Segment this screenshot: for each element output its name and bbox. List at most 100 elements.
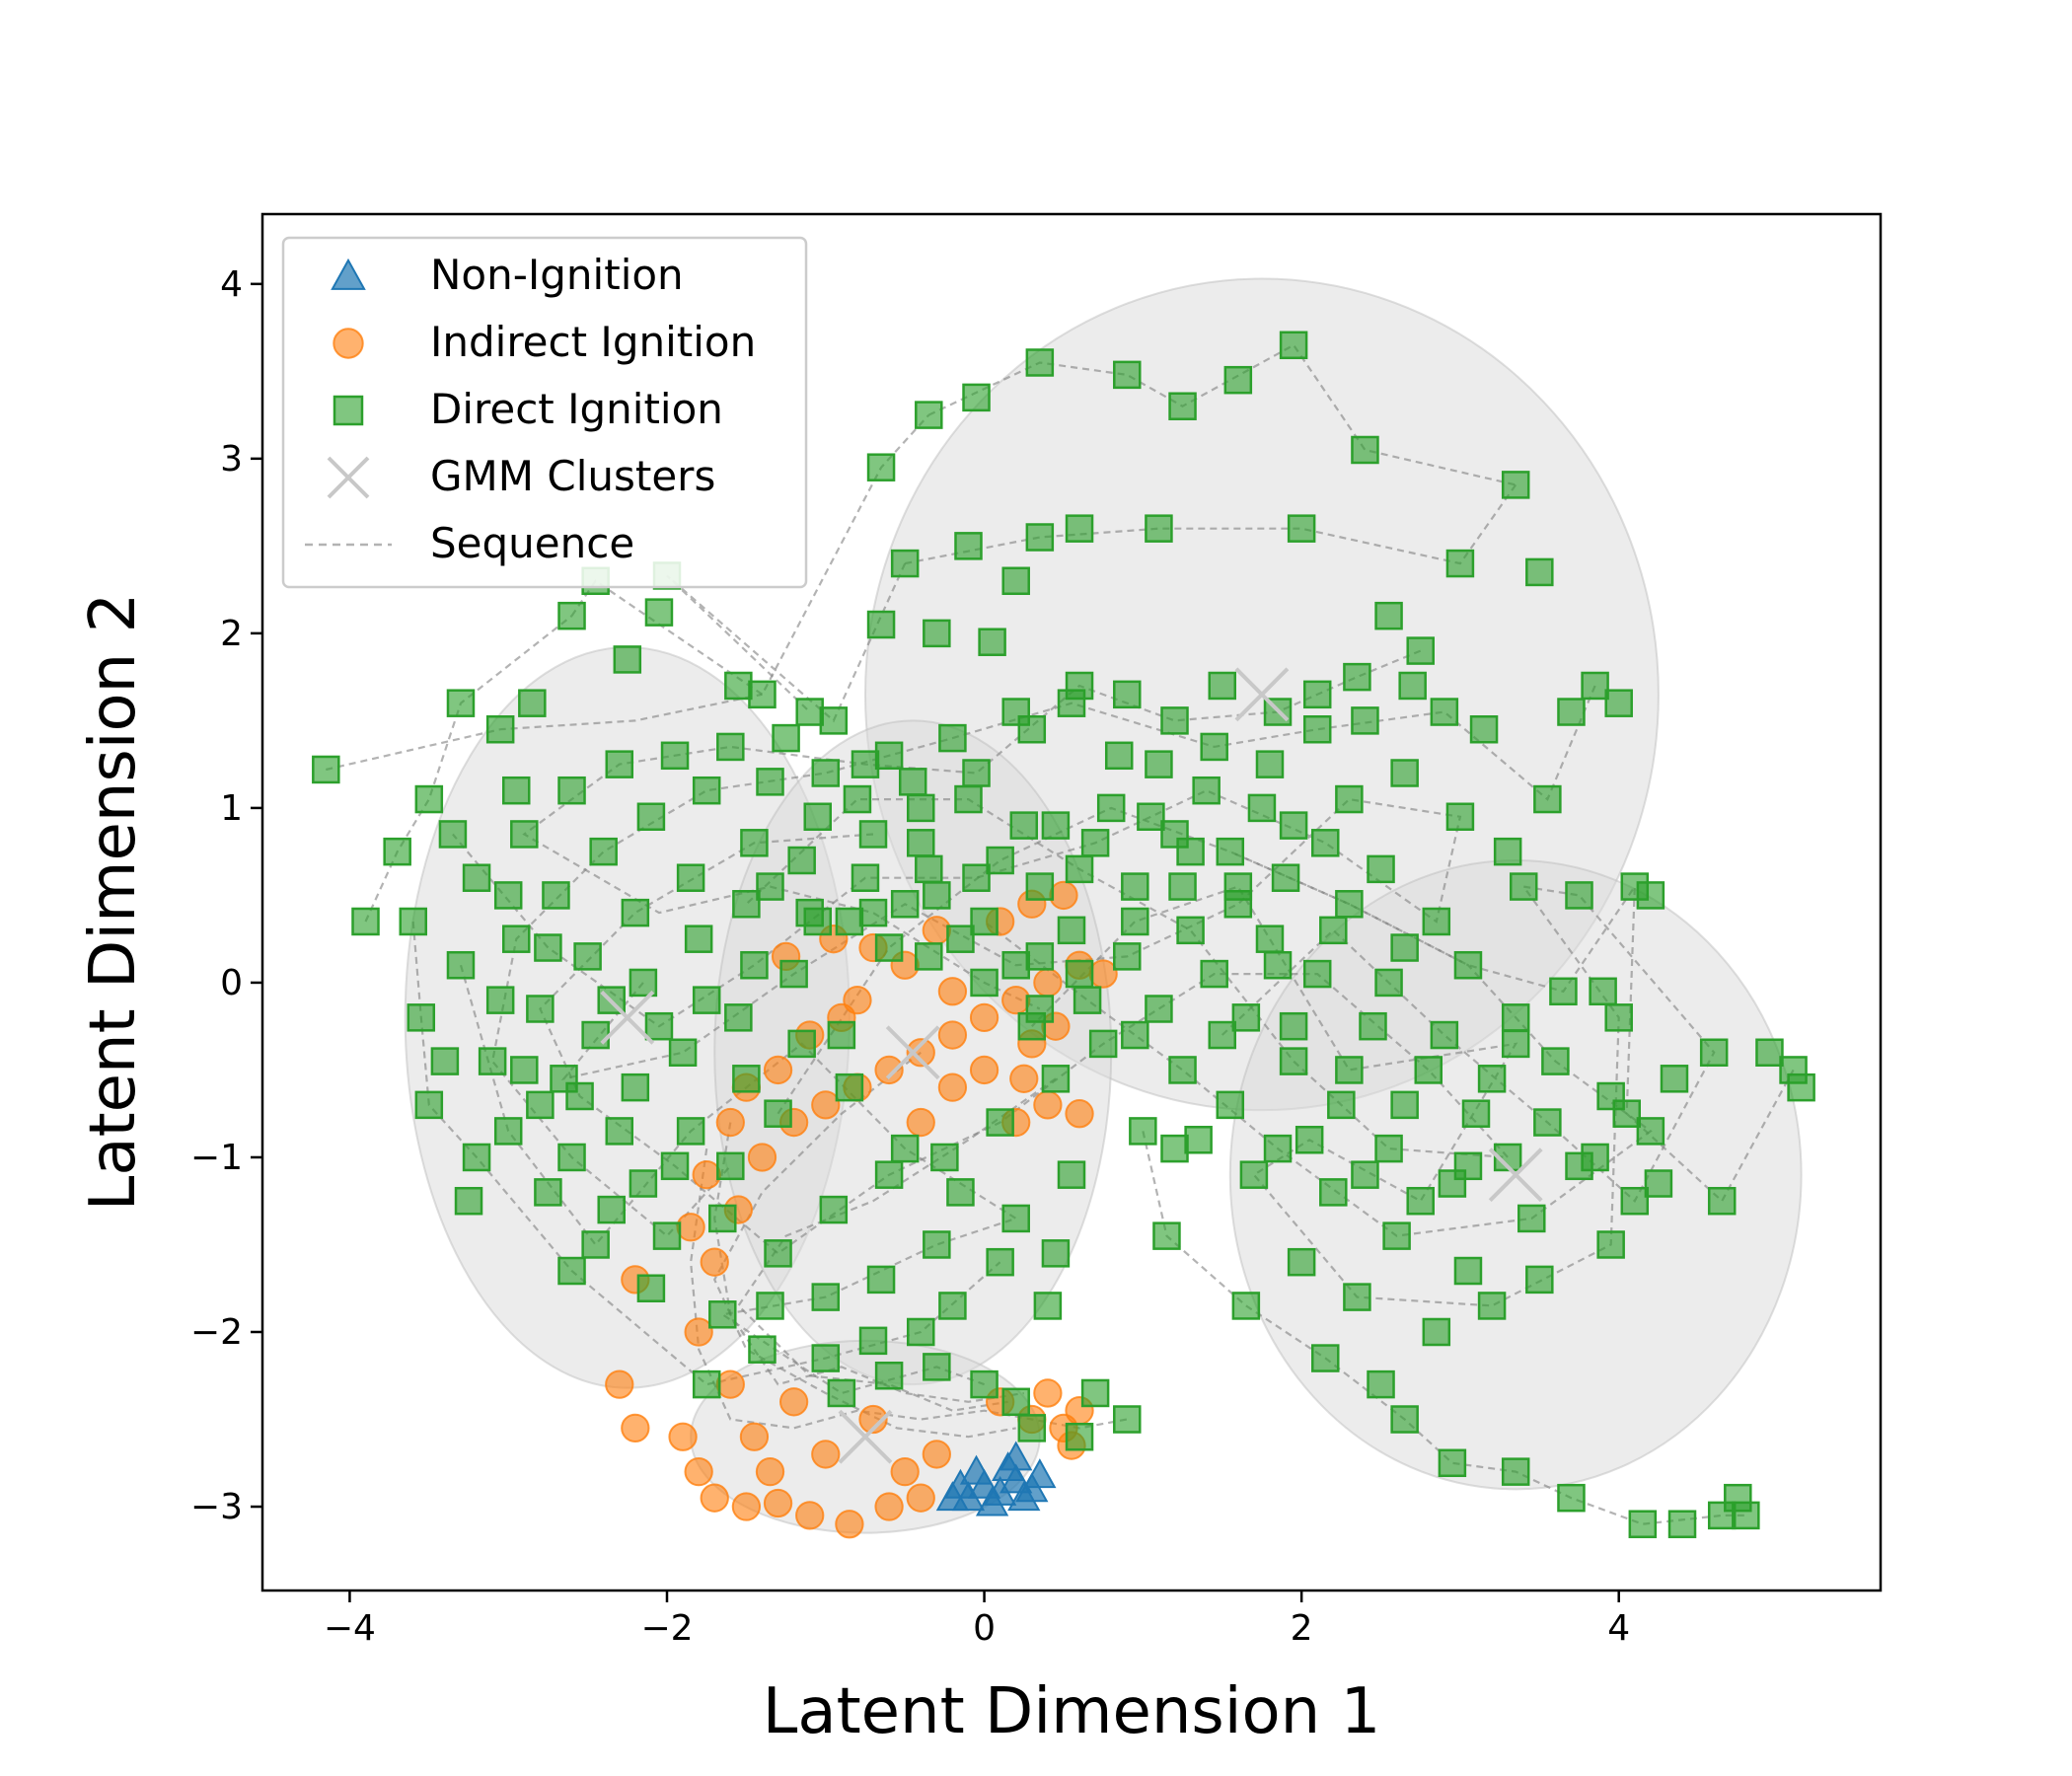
- data-point: [1557, 1483, 1586, 1513]
- data-point: [1707, 1186, 1737, 1216]
- data-point: [1057, 1160, 1086, 1189]
- data-point: [542, 881, 570, 910]
- sequence-line: [689, 1147, 1128, 1430]
- data-point: [1533, 1108, 1562, 1137]
- data-point: [1367, 854, 1395, 884]
- legend-marker: [333, 395, 364, 426]
- legend-label: Sequence: [430, 519, 634, 567]
- data-point: [1263, 950, 1293, 980]
- data-point: [1208, 671, 1236, 701]
- data-point: [907, 1317, 935, 1347]
- data-point: [1604, 1003, 1633, 1032]
- data-point: [700, 1247, 729, 1277]
- data-point: [1216, 837, 1245, 866]
- gmm-cluster-center: [1488, 1147, 1543, 1203]
- data-point: [1374, 1134, 1403, 1163]
- data-point: [1200, 959, 1228, 989]
- data-point: [462, 1143, 491, 1172]
- x-tick-label: 2: [1291, 1608, 1313, 1649]
- data-point: [1168, 392, 1197, 420]
- data-point: [970, 968, 999, 998]
- data-point: [1319, 916, 1348, 945]
- data-point: [430, 1047, 460, 1075]
- data-point: [1145, 514, 1173, 543]
- data-point: [740, 829, 769, 857]
- data-point: [1374, 968, 1403, 998]
- data-point: [573, 942, 602, 971]
- data-point: [803, 802, 832, 832]
- data-point: [1223, 365, 1253, 395]
- data-point: [644, 598, 674, 627]
- data-point: [684, 925, 713, 953]
- legend-item: Non-Ignition: [331, 251, 684, 299]
- data-point: [621, 1073, 650, 1102]
- data-point: [589, 837, 618, 866]
- data-point: [1438, 1169, 1467, 1198]
- data-point: [1509, 872, 1538, 901]
- data-point: [1113, 1405, 1142, 1434]
- data-point: [755, 1456, 785, 1487]
- data-point: [1160, 706, 1189, 735]
- legend-label: Direct Ignition: [430, 385, 723, 433]
- data-point: [1216, 1090, 1245, 1120]
- x-tick-label: 0: [973, 1608, 996, 1649]
- data-point: [1445, 549, 1475, 578]
- sequence-line: [1229, 851, 1795, 1203]
- data-point: [1335, 1056, 1364, 1084]
- data-point: [1755, 1038, 1784, 1067]
- plot-frame: [260, 212, 1883, 1592]
- data-point: [1565, 881, 1593, 910]
- data-point: [1596, 1081, 1625, 1111]
- sequence-line: [666, 562, 907, 723]
- data-point: [1343, 1283, 1371, 1311]
- data-point: [811, 1283, 841, 1311]
- data-point: [676, 863, 705, 892]
- data-point: [1525, 1265, 1554, 1295]
- data-point: [874, 933, 904, 962]
- data-point: [731, 1492, 762, 1521]
- data-point: [819, 1195, 849, 1224]
- data-point: [1145, 995, 1173, 1023]
- data-point: [1001, 1387, 1030, 1417]
- data-point: [1255, 750, 1285, 778]
- data-point: [938, 723, 967, 753]
- data-point: [1311, 829, 1340, 857]
- data-point: [907, 793, 935, 823]
- data-point: [969, 1002, 999, 1032]
- data-point: [1335, 890, 1364, 919]
- data-point: [676, 1213, 705, 1242]
- data-point: [652, 1221, 682, 1250]
- data-point: [1453, 950, 1483, 980]
- data-point: [1001, 985, 1031, 1015]
- data-point: [1247, 793, 1277, 823]
- data-point: [692, 986, 721, 1014]
- data-point: [954, 784, 983, 814]
- data-point: [1065, 1099, 1094, 1129]
- data-point: [1541, 1047, 1570, 1075]
- data-point: [1636, 1117, 1665, 1146]
- data-point: [732, 890, 761, 919]
- sequence-line: [712, 1051, 1016, 1439]
- gmm-cluster-center: [885, 1025, 940, 1080]
- data-point: [898, 768, 927, 796]
- data-point: [446, 689, 476, 717]
- data-point: [1080, 829, 1110, 857]
- data-point: [1469, 714, 1499, 744]
- y-tick-label: 0: [220, 963, 243, 1003]
- data-point: [1168, 872, 1197, 901]
- data-point: [636, 802, 666, 832]
- data-point: [1176, 837, 1205, 866]
- data-point: [493, 1117, 523, 1146]
- data-point: [1080, 1378, 1110, 1408]
- data-point: [1461, 1099, 1491, 1128]
- data-point: [962, 863, 991, 892]
- data-point: [692, 1369, 721, 1399]
- gmm-cluster-center: [600, 990, 655, 1045]
- data-point: [1025, 523, 1055, 552]
- data-point: [937, 1020, 968, 1050]
- data-point: [851, 863, 880, 892]
- data-point: [660, 741, 690, 771]
- data-point: [866, 1265, 896, 1295]
- x-axis-label: Latent Dimension 1: [763, 1675, 1381, 1748]
- data-point: [764, 1239, 792, 1268]
